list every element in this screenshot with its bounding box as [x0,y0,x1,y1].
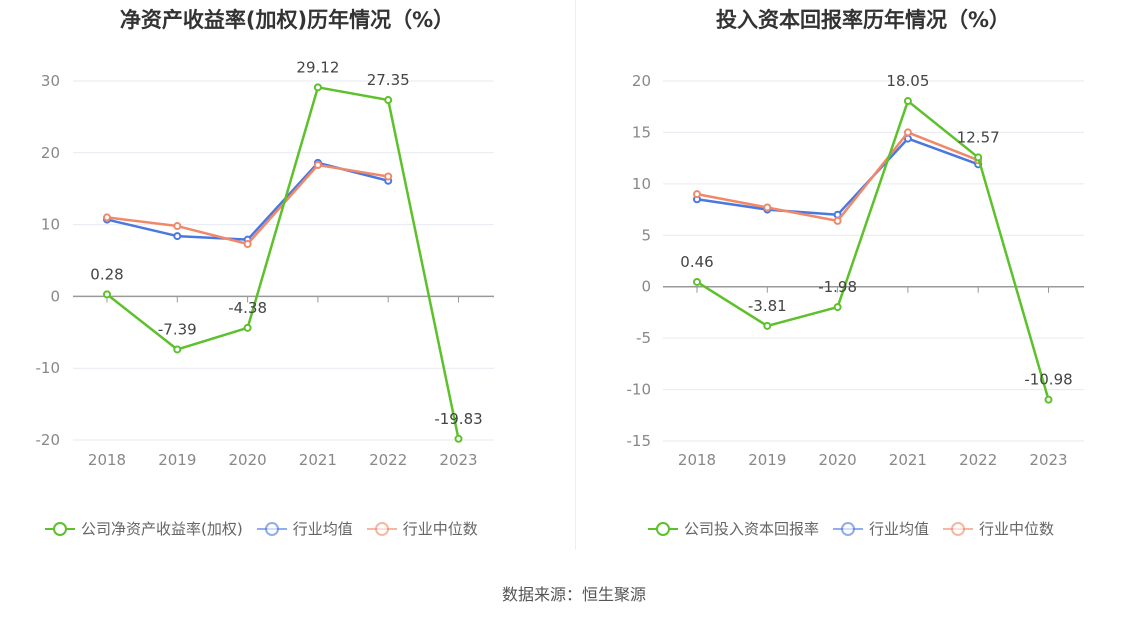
roic-chart-panel: 投入资本回报率历年情况（%） -15 -10 -5 0 5 10 15 20 2018 2019 2… [576,0,1148,560]
legend-marker-icon [943,521,974,536]
y-tick-label: 10 [632,175,651,193]
legend-item[interactable]: 公司投入资本回报率 [648,518,819,539]
legend-label: 行业均值 [292,520,353,538]
data-point [384,96,393,105]
x-tick-label: 2021 [299,451,337,469]
data-point [833,303,842,312]
series-line [696,131,979,223]
legend-label: 行业中位数 [979,520,1055,538]
data-point [243,239,252,248]
data-point [903,128,912,137]
legend-marker-icon [833,521,864,536]
data-point [243,323,252,332]
data-point [763,203,772,212]
data-point [974,153,983,162]
y-tick-label: 0 [641,278,651,296]
x-tick-label: 2018 [88,451,126,469]
legend-item[interactable]: 行业均值 [256,518,353,539]
data-point [173,345,182,354]
legend-item[interactable]: 行业均值 [833,518,929,539]
legend-marker-icon [648,521,678,536]
x-tick-label: 2020 [819,451,857,469]
panel-divider [575,0,576,550]
data-label: -3.81 [748,297,787,315]
data-label: 12.57 [957,128,1000,146]
chart-legend: 公司净资产收益率(加权) 行业均值 行业中位数 [45,518,478,539]
x-tick-label: 2022 [959,451,997,469]
x-tick-label: 2018 [678,451,716,469]
x-tick-label: 2020 [229,451,267,469]
roic-line-chart: -15 -10 -5 0 5 10 15 20 2018 2019 2020 2021 2022 2023… [627,72,1084,469]
data-point [103,213,111,222]
x-tick-label: 2023 [439,451,477,469]
x-tick-label: 2019 [158,451,196,469]
legend-marker-icon [45,521,75,536]
data-point [384,172,393,181]
data-source-note: 数据来源：恒生聚源 [501,585,646,604]
legend-label: 公司净资产收益率(加权) [81,520,243,538]
roe-line-chart: -20 -10 0 10 20 30 2018 2019 2020 2021 2022 2023 0.2… [36,58,494,469]
data-point [103,290,111,299]
x-tick-label: 2023 [1029,451,1067,469]
chart-legend: 公司投入资本回报率 行业均值 行业中位数 [648,518,1054,539]
data-label: -10.98 [1024,371,1072,389]
x-tick-label: 2019 [748,451,786,469]
y-tick-label: 5 [641,226,651,244]
series-line [106,86,460,440]
data-label: 18.05 [886,72,929,90]
y-tick-label: -5 [636,329,651,347]
series-line [696,99,1050,400]
legend-item[interactable]: 公司净资产收益率(加权) [45,518,243,539]
data-point [1044,395,1053,404]
data-point [903,97,912,106]
y-tick-label: -20 [36,431,61,449]
legend-item[interactable]: 行业中位数 [943,518,1054,539]
y-tick-label: 15 [632,123,651,141]
data-point [693,277,701,286]
y-tick-label: 0 [50,287,60,305]
series-line [106,161,389,241]
legend-marker-icon [256,521,287,536]
roe-chart-panel: 净资产收益率(加权)历年情况（%） -20 -10 0 10 20 30 2018 2019 2… [0,0,574,560]
y-tick-label: 20 [41,144,60,162]
legend-label: 行业中位数 [402,520,478,538]
data-point [313,161,322,170]
data-label: -7.39 [158,320,197,338]
data-label: 29.12 [296,58,339,76]
data-point [763,321,772,330]
y-tick-label: -15 [627,432,652,450]
data-label: -1.98 [818,278,857,296]
legend-label: 公司投入资本回报率 [684,520,820,538]
chart-title: 净资产收益率(加权)历年情况（%） [119,8,455,32]
y-tick-label: 10 [41,216,60,234]
data-point [173,232,182,241]
x-tick-label: 2022 [369,451,407,469]
data-point [693,190,701,199]
data-label: 27.35 [367,71,410,89]
legend-item[interactable]: 行业中位数 [366,518,478,539]
data-label: 0.46 [680,253,713,271]
y-tick-label: -10 [36,359,61,377]
data-point [313,83,322,92]
data-label: -4.38 [228,299,267,317]
data-point [833,216,842,225]
legend-label: 行业均值 [869,520,930,538]
y-tick-label: 20 [632,72,651,90]
data-label: 0.28 [90,265,123,283]
y-tick-label: -10 [627,381,652,399]
legend-marker-icon [366,521,397,536]
chart-title: 投入资本回报率历年情况（%） [715,8,1011,32]
data-point [173,222,182,231]
data-label: -19.83 [434,410,482,428]
x-tick-label: 2021 [889,451,927,469]
series-line [106,163,389,246]
y-tick-label: 30 [41,72,60,90]
data-point [454,434,463,443]
